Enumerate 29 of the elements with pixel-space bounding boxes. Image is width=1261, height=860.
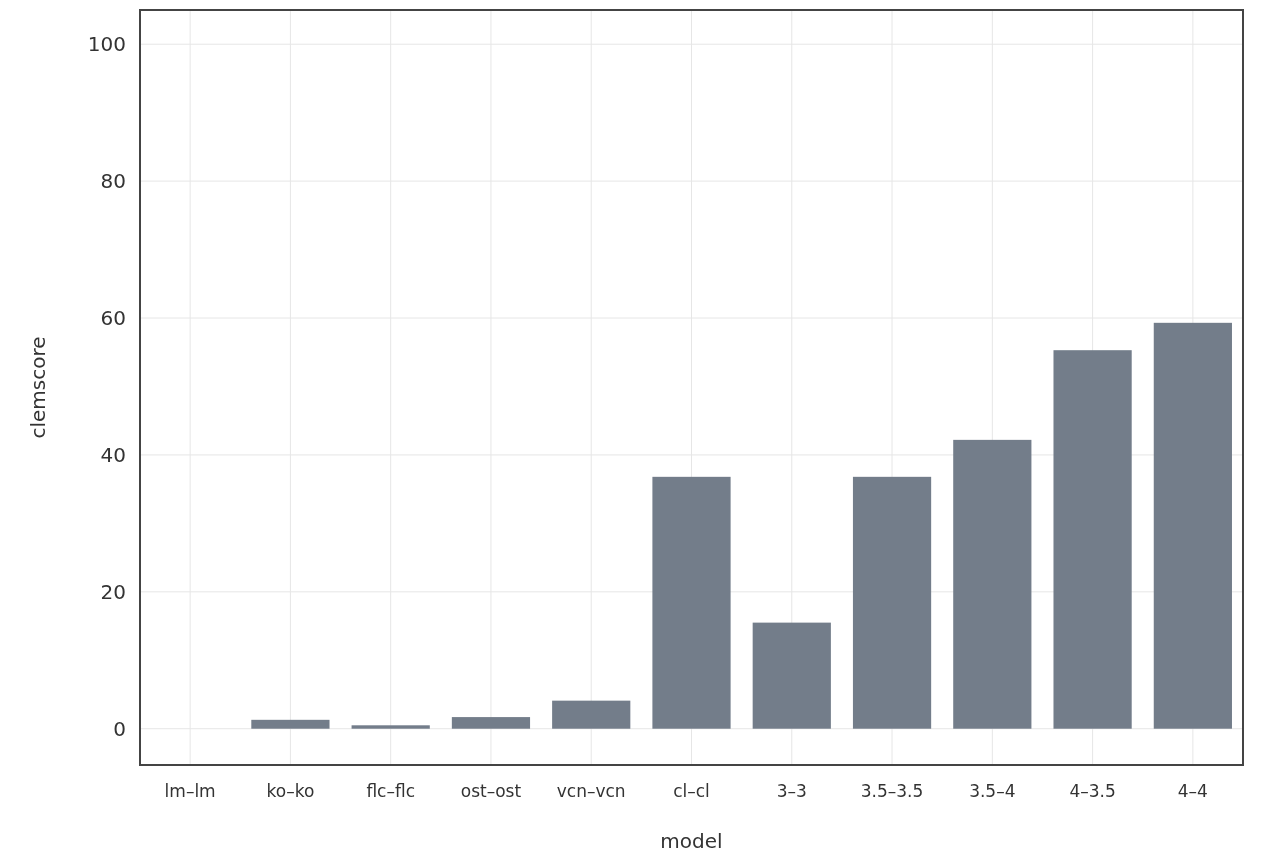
x-tick-label: 4–4	[1177, 781, 1208, 801]
bar	[1053, 350, 1132, 729]
x-tick-label: 4–3.5	[1069, 781, 1116, 801]
bar	[652, 476, 731, 729]
bar	[451, 717, 531, 729]
x-tick-label: flc–flc	[366, 781, 415, 801]
y-tick-label: 40	[100, 442, 126, 467]
bar	[953, 439, 1032, 729]
x-tick-label: 3–3	[776, 781, 807, 801]
y-axis-title: clemscore	[26, 336, 50, 439]
y-tick-label: 100	[87, 32, 126, 57]
bar	[351, 725, 430, 729]
y-tick-label: 0	[113, 716, 126, 741]
bar	[552, 700, 631, 729]
x-tick-label: cl–cl	[673, 781, 710, 801]
x-tick-label: lm–lm	[164, 781, 216, 801]
x-axis-title: model	[660, 829, 723, 853]
x-tick-label: 3.5–3.5	[860, 781, 924, 801]
y-tick-label: 80	[100, 169, 126, 194]
bar	[251, 719, 330, 729]
x-tick-label: ko–ko	[266, 781, 315, 801]
x-tick-label: 3.5–4	[969, 781, 1016, 801]
x-tick-label: ost–ost	[460, 781, 522, 801]
y-tick-label: 20	[100, 579, 126, 604]
bar	[752, 622, 831, 729]
x-tick-label: vcn–vcn	[556, 781, 626, 801]
y-tick-label: 60	[100, 306, 126, 331]
bar	[852, 476, 932, 729]
bar	[1153, 322, 1232, 729]
